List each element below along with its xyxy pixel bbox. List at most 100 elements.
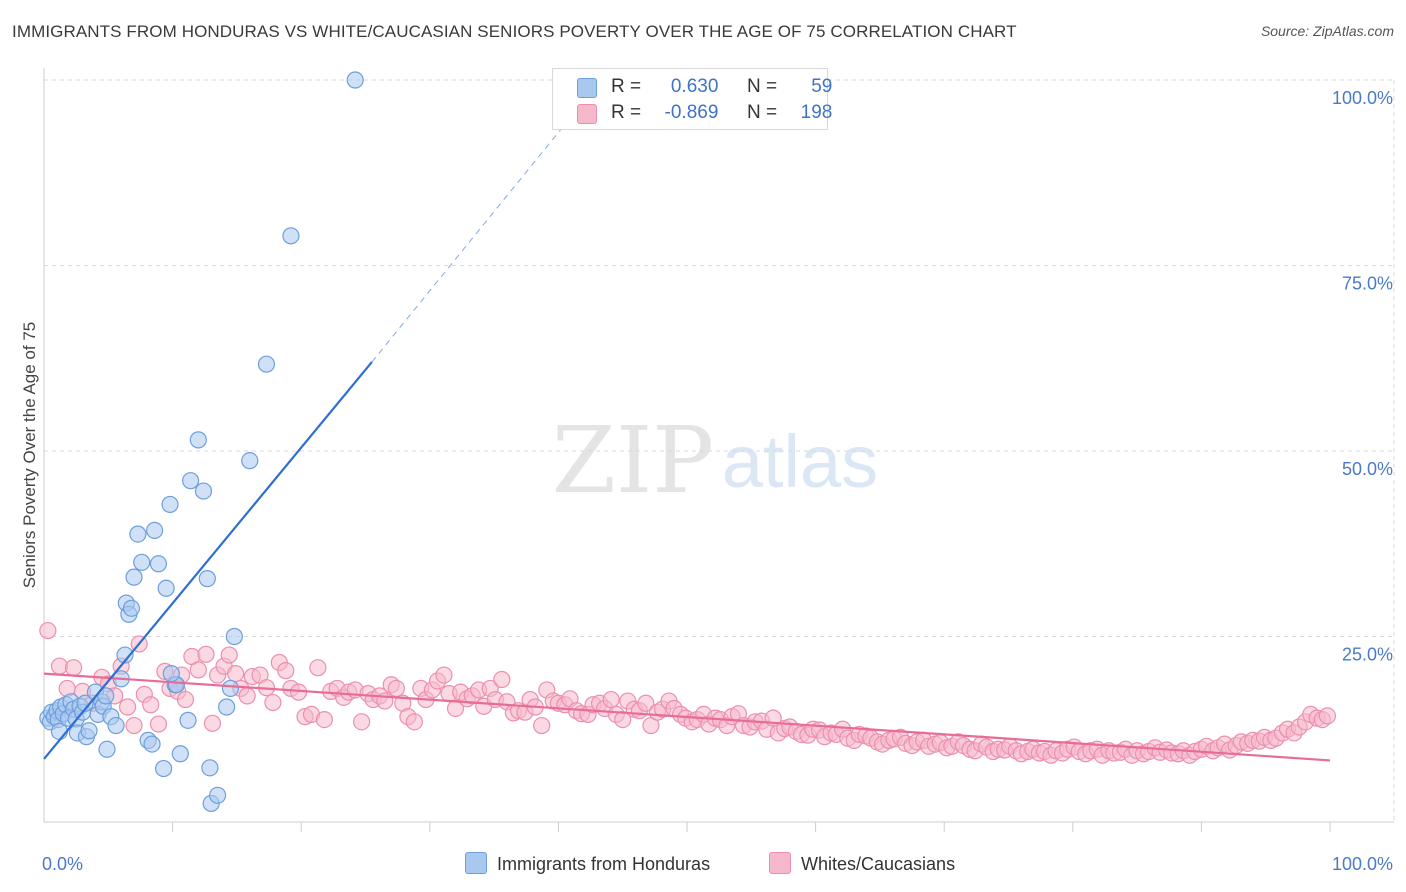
point-honduras [122,599,141,617]
point-honduras [221,679,240,698]
point-whites-caucasians [64,659,83,677]
point-whites-caucasians [309,659,327,677]
x-tick-label: 0.0% [42,854,83,874]
tick-labels: 25.0% 50.0% 75.0% 100.0% 0.0% 100.0% [42,88,1393,874]
point-whites-caucasians [435,666,453,684]
point-honduras [194,482,213,500]
point-honduras [129,525,147,543]
point-whites-caucasians [39,621,57,640]
point-whites-caucasians [493,670,511,689]
legend-swatch-blue [577,78,597,98]
point-whites-caucasians [602,690,620,709]
chart-title: IMMIGRANTS FROM HONDURAS VS WHITE/CAUCAS… [12,22,1017,41]
n-label: N = [746,76,778,97]
point-honduras [107,716,125,735]
trendline-honduras [43,361,373,760]
point-whites-caucasians [227,664,245,683]
n-value: 198 [800,102,833,123]
point-honduras [198,570,216,588]
bottom-legend-label: Immigrants from Honduras [497,854,711,874]
watermark-zip: ZIP [552,407,714,514]
point-honduras [149,555,168,573]
point-honduras [201,759,219,777]
bottom-legend-whites: Whites/Caucasians [769,852,955,875]
y-tick-label: 50.0% [1342,459,1393,479]
point-whites-caucasians [118,698,137,716]
point-honduras [182,472,200,490]
point-honduras [209,786,227,804]
point-whites-caucasians [176,690,195,709]
point-whites-caucasians [387,679,405,698]
legend-text: R = 0.630 N = 59 [611,76,832,98]
point-whites-caucasians [203,714,222,732]
point-whites-caucasians [533,716,551,735]
series-immigrants-from-honduras [39,71,364,813]
point-whites-caucasians [149,715,168,733]
point-honduras [125,568,143,586]
y-tick-label: 75.0% [1342,274,1393,294]
point-whites-caucasians [50,657,69,675]
point-whites-caucasians [264,693,282,712]
legend-text: R = -0.869 N = 198 [611,102,832,124]
point-honduras [76,694,94,712]
legend-swatch-pink [577,104,597,124]
point-honduras [133,553,151,571]
point-honduras [143,735,161,753]
watermark: ZIP atlas [552,407,878,514]
point-whites-caucasians [220,646,238,664]
point-honduras [154,759,173,778]
point-honduras [346,71,364,89]
point-whites-caucasians [197,645,215,663]
point-honduras [50,722,69,741]
bottom-legend-swatch-blue [465,852,487,874]
point-whites-caucasians [277,662,295,680]
point-whites-caucasians [315,711,333,729]
r-value: -0.869 [664,102,719,123]
point-whites-caucasians [125,716,143,735]
r-label: R = [611,102,642,123]
y-tick-label: 25.0% [1342,645,1393,665]
point-honduras [161,495,179,514]
point-whites-caucasians [637,694,655,712]
y-axis-label: Seniors Poverty Over the Age of 75 [20,321,39,589]
bottom-legend-label: Whites/Caucasians [801,854,956,874]
watermark-atlas: atlas [722,420,878,503]
point-honduras [241,452,259,470]
trendline-honduras-extension [371,124,566,363]
point-honduras [157,579,175,597]
point-honduras [98,740,116,758]
point-honduras [171,745,189,763]
series-whites-caucasians [39,621,1337,764]
point-whites-caucasians [405,713,423,731]
point-honduras [179,711,197,729]
point-whites-caucasians [189,661,207,679]
point-whites-caucasians [353,713,371,731]
point-honduras [282,227,300,245]
bottom-legend-honduras: Immigrants from Honduras [465,852,710,875]
axes [43,68,1394,832]
point-whites-caucasians [1318,707,1337,725]
point-honduras [162,664,180,683]
point-honduras [218,698,236,716]
n-value: 59 [811,76,833,97]
point-honduras [116,646,134,664]
source-credit: Source: ZipAtlas.com [1260,23,1394,39]
point-honduras [97,687,115,705]
correlation-legend: R = 0.630 N = 59 R = -0.869 N = 198 [552,68,832,130]
trendline-whites-caucasians [43,672,1331,762]
trendlines [43,124,1331,762]
r-label: R = [611,76,642,97]
point-whites-caucasians [142,696,160,714]
y-tick-label: 100.0% [1332,88,1393,108]
point-honduras [189,431,207,449]
point-honduras [145,521,164,539]
point-honduras [225,627,243,646]
point-whites-caucasians [238,687,256,705]
point-honduras [257,355,276,373]
n-label: N = [746,102,778,123]
point-honduras [80,722,98,740]
r-value: 0.630 [670,76,719,97]
x-tick-label: 100.0% [1332,854,1393,874]
bottom-legend-swatch-pink [769,852,791,874]
